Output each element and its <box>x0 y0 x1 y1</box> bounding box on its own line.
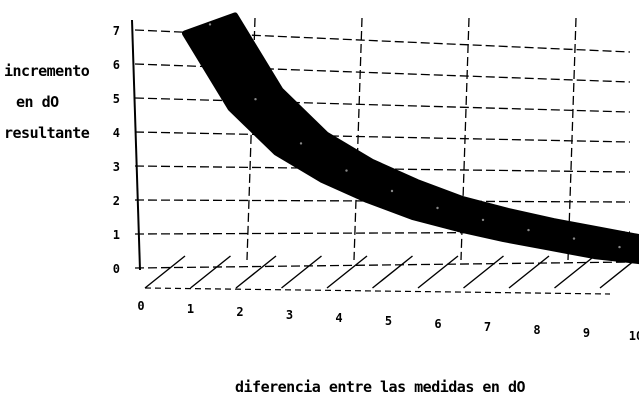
x-tick-label: 4 <box>335 311 342 325</box>
data-point <box>299 142 303 145</box>
data-point <box>208 23 212 26</box>
y-tick-label: 3 <box>113 160 120 174</box>
x-tick-label: 2 <box>236 305 243 319</box>
floor-depth-line <box>144 255 186 289</box>
y-axis-label-line-3: resultante <box>4 124 90 142</box>
y-tick-label: 0 <box>113 262 120 276</box>
y-tick-label: 7 <box>113 24 120 38</box>
floor-edge-line <box>144 287 611 295</box>
data-point <box>436 206 439 210</box>
data-point <box>390 189 394 193</box>
grid-line-vertical <box>567 17 577 261</box>
floor-depth-line <box>372 255 413 289</box>
y-tick-label: 4 <box>113 126 120 140</box>
x-tick-label: 3 <box>286 308 293 322</box>
floor-depth-line <box>463 255 504 289</box>
floor-depth-line <box>508 255 550 289</box>
y-tick-label: 5 <box>113 92 120 106</box>
y-tick-labels: 0 1 2 3 4 5 6 7 <box>113 24 120 276</box>
axes <box>131 19 639 295</box>
floor-depth-line <box>554 255 595 289</box>
grid-line-horizontal <box>134 131 631 143</box>
data-point <box>618 245 621 249</box>
y-tick-label: 1 <box>113 228 120 242</box>
data-point <box>481 218 485 222</box>
floor-depth-line <box>235 255 277 289</box>
data-point <box>254 98 257 101</box>
x-tick-label: 9 <box>583 326 590 340</box>
x-tick-label: 10 <box>629 329 639 343</box>
y-tick-label: 6 <box>113 58 120 72</box>
x-tick-label: 5 <box>385 314 392 328</box>
x-tick-label: 8 <box>533 323 540 337</box>
floor-depth-line <box>190 255 231 289</box>
grid-line-vertical <box>353 17 363 261</box>
y-tick-label: 2 <box>113 194 120 208</box>
data-band <box>182 12 639 265</box>
grid-line-horizontal <box>134 261 631 269</box>
floor-depth-line <box>281 255 322 289</box>
x-tick-labels: 0 1 2 3 4 5 6 7 8 9 10 <box>137 299 639 343</box>
floor-depth-line <box>417 255 459 289</box>
grid-line-horizontal <box>134 97 631 113</box>
grid-line-horizontal <box>134 231 631 235</box>
data-band-surface <box>182 12 639 265</box>
data-point <box>572 237 576 240</box>
data-point <box>345 169 348 172</box>
x-tick-label: 0 <box>137 299 144 313</box>
x-axis-label: diferencia entre las medidas en dO <box>235 378 526 396</box>
y-axis-label-line-2: en dO <box>16 93 59 111</box>
data-point <box>527 228 530 232</box>
y-axis-label-line-1: incremento <box>4 62 90 80</box>
floor-depth-line <box>326 255 368 289</box>
x-tick-label: 1 <box>187 302 194 316</box>
x-tick-label: 6 <box>434 317 441 331</box>
x-tick-label: 7 <box>484 320 491 334</box>
y-axis-line <box>131 19 141 271</box>
